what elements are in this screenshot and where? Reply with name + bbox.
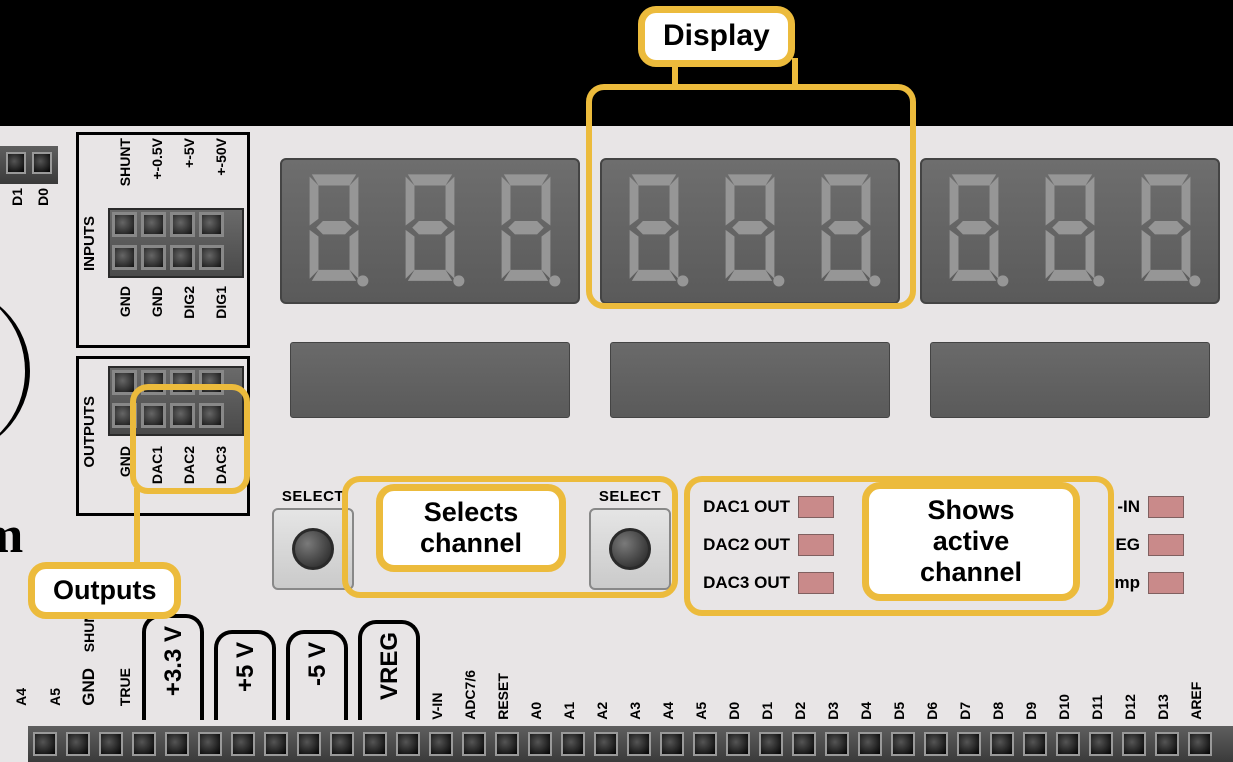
- callout-shows-tag: Shows active channel: [862, 482, 1080, 601]
- tab-n5v: -5 V: [286, 630, 348, 720]
- led: [1148, 534, 1184, 556]
- plate-1: [290, 342, 570, 418]
- tab-n5v-label: -5 V: [304, 642, 332, 686]
- partial-logo: m: [0, 506, 23, 565]
- in-top-1: +-0.5V: [150, 138, 164, 180]
- tab-3v3: +3.3 V: [142, 614, 204, 720]
- pin: [32, 152, 52, 174]
- callout-outputs-tag: Outputs: [28, 562, 181, 619]
- in-bot-1: GND: [150, 286, 164, 317]
- label-d1: D1: [10, 188, 24, 206]
- tab-5v-label: +5 V: [232, 642, 260, 692]
- plate-2: [610, 342, 890, 418]
- callout-selects-tag: Selects channel: [376, 484, 566, 572]
- in-bot-2: DIG2: [182, 286, 196, 319]
- display-3: [920, 158, 1220, 304]
- in-top-0: SHUNT: [118, 138, 132, 186]
- plate-3: [930, 342, 1210, 418]
- bottom-right-labels: V-INADC7/6RESETA0A1A2A3A4A5D0D1D2D3D4D5D…: [430, 670, 1222, 720]
- bottom-pin-strip[interactable]: [28, 726, 1233, 762]
- left-d-pins: [0, 146, 58, 184]
- tab-vreg-label: VREG: [376, 632, 404, 700]
- lbl-a5: A5: [48, 688, 62, 706]
- in-top-2: +-5V: [182, 138, 196, 168]
- tab-vreg: VREG: [358, 620, 420, 720]
- select-1-label: SELECT: [282, 488, 344, 505]
- inputs-header[interactable]: [108, 208, 244, 278]
- board-cutout-curve: [0, 286, 30, 456]
- pin: [6, 152, 26, 174]
- lbl-a4: A4: [14, 688, 28, 706]
- label-d0: D0: [36, 188, 50, 206]
- led: [1148, 496, 1184, 518]
- display-1: [280, 158, 580, 304]
- lbl-gnd2: GND: [80, 668, 97, 706]
- lbl-true: TRUE: [118, 668, 132, 706]
- callout-display-tag: Display: [638, 6, 795, 67]
- in-bot-3: DIG1: [214, 286, 228, 319]
- outputs-title: OUTPUTS: [82, 396, 97, 468]
- tab-3v3-label: +3.3 V: [160, 626, 188, 696]
- led: [1148, 572, 1184, 594]
- connector: [792, 58, 798, 90]
- in-top-3: +-50V: [214, 138, 228, 176]
- callout-display-box: [586, 84, 916, 309]
- callout-outputs-box: [130, 384, 250, 494]
- inputs-title: INPUTS: [82, 216, 97, 271]
- in-bot-0: GND: [118, 286, 132, 317]
- tab-5v: +5 V: [214, 630, 276, 720]
